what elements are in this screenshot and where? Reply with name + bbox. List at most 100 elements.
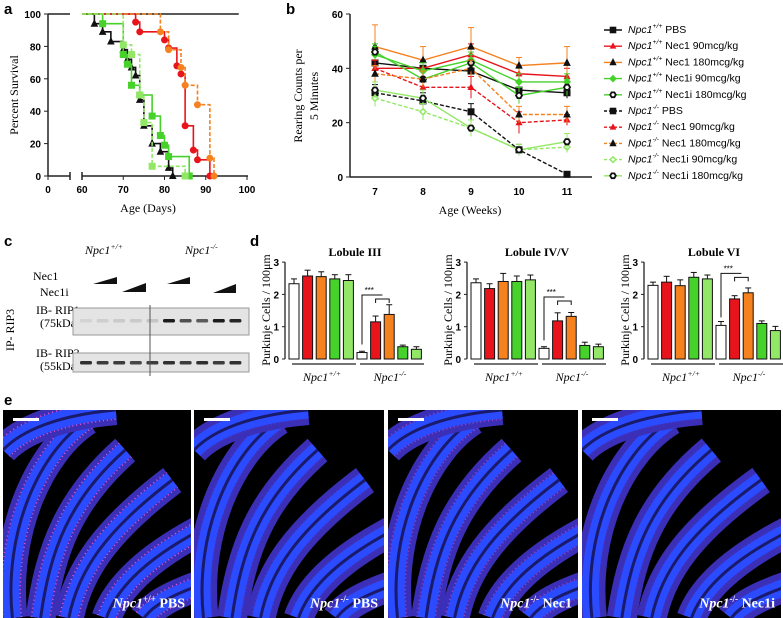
data-point: [168, 171, 177, 179]
rip3-band: [146, 361, 159, 365]
legend-label-gene: Npc1: [628, 56, 653, 68]
significance-stars: ***: [724, 264, 733, 273]
data-point: [562, 83, 572, 91]
rip3-label: IB- RIP3: [36, 346, 80, 360]
data-point: [164, 163, 173, 171]
group-label-genotype: -/-: [581, 369, 589, 378]
data-point: [136, 28, 144, 36]
y-tick-label: 60: [30, 75, 42, 86]
group-label-gene: Npc1: [661, 370, 687, 384]
legend-label: Npc1+/+ Nec1i 180mcg/kg: [628, 88, 747, 101]
genotype-sup: +/+: [143, 594, 156, 605]
rip3-band: [96, 361, 109, 365]
micrograph-panel: Npc1-/- Nec1: [388, 410, 578, 618]
legend-label: Npc1+/+ PBS: [628, 23, 686, 36]
genotype-wt-label-genotype: +/+: [110, 242, 123, 251]
scale-bar: [13, 418, 39, 421]
x-tick-label: 10: [513, 187, 525, 198]
rip1-band: [229, 319, 242, 323]
group-label: Npc1+/+: [661, 369, 700, 384]
data-point: [156, 147, 165, 155]
rip3-kda: (55kDa): [40, 359, 80, 373]
y-tick-label: 0: [273, 355, 279, 366]
white-matter: [142, 586, 191, 618]
y-tick-label: 3: [632, 258, 638, 269]
y-tick-label: 20: [332, 119, 344, 130]
rip1-label: IB- RIP1: [36, 303, 80, 317]
legend-label: Npc1+/+ Nec1i 90mcg/kg: [628, 72, 741, 85]
data-point: [131, 70, 140, 79]
y-tick-label: 2: [632, 290, 638, 301]
data-point: [148, 162, 156, 170]
chart-title: Lobule IV/V: [505, 245, 570, 259]
white-matter: [394, 418, 475, 618]
bar: [410, 348, 422, 360]
scale-bar: [398, 418, 424, 421]
scale-bar: [204, 418, 230, 421]
survival-chart: 0 60 70 80 90 100 0 20 40 60 80 100 Age (Days) Percen…: [7, 10, 256, 215]
data-point: [107, 36, 115, 45]
rip1-band: [113, 319, 126, 323]
bar: [370, 321, 382, 360]
legend-label-genotype: -/-: [653, 104, 660, 111]
rip3-blot: [72, 352, 250, 373]
data-point: [128, 81, 135, 89]
y-tick-label: 80: [30, 42, 42, 53]
cerebellum-image: [3, 410, 191, 618]
legend-label-genotype: -/-: [653, 169, 660, 176]
x-tick-label: 9: [468, 187, 474, 198]
data-point: [514, 77, 524, 86]
y-axis-title: 5 Minutes: [307, 72, 321, 121]
bar: [715, 324, 727, 360]
data-point: [563, 170, 571, 178]
bar: [592, 346, 604, 360]
rip1-band: [80, 319, 92, 323]
data-point: [90, 19, 99, 27]
significance-bracket: [720, 272, 742, 318]
rip1-band: [146, 319, 159, 323]
panel-label-c: c: [4, 233, 12, 250]
significance-bracket: [361, 294, 383, 345]
data-point: [119, 41, 127, 49]
legend-marker: [609, 42, 617, 49]
bar: [674, 285, 686, 360]
data-point: [563, 58, 571, 66]
data-point: [161, 141, 168, 149]
white-matter: [230, 448, 319, 618]
y-tick-label: 3: [455, 258, 461, 269]
panel-label-d: d: [250, 233, 259, 250]
legend-label: Npc1-/- PBS: [628, 104, 683, 117]
legend-label: Npc1-/- Nec1i 90mcg/kg: [628, 153, 737, 166]
y-tick-label: 40: [30, 107, 42, 118]
x-tick-label: 100: [239, 185, 256, 196]
legend-marker: [609, 123, 617, 130]
gene-name: Npc1: [699, 597, 730, 612]
data-point: [467, 108, 475, 116]
data-point: [370, 48, 380, 56]
legend-marker: [609, 107, 617, 115]
white-matter: [620, 448, 713, 618]
legend-label-treatment: Nec1 90mcg/kg: [662, 40, 738, 52]
legend-marker: [609, 172, 617, 180]
data-point: [161, 36, 168, 44]
legend-item: Npc1-/- Nec1i 180mcg/kg: [604, 169, 743, 182]
bar: [756, 322, 768, 360]
data-point: [99, 20, 107, 28]
x-tick-label: 80: [159, 185, 171, 196]
data-point: [181, 172, 189, 180]
white-matter: [582, 410, 702, 452]
series-line: [374, 97, 568, 151]
bar: [356, 352, 368, 360]
data-point: [98, 27, 107, 35]
rip3-band: [163, 361, 175, 365]
y-tick-label: 0: [35, 172, 41, 183]
data-point: [418, 94, 428, 102]
legend-label: Npc1-/- Nec1 90mcg/kg: [628, 120, 735, 133]
legend-item: Npc1+/+ Nec1i 180mcg/kg: [604, 88, 747, 101]
data-point: [119, 51, 127, 58]
legend-item: Npc1+/+ Nec1i 90mcg/kg: [604, 72, 741, 85]
data-point: [194, 101, 201, 109]
series-line: [82, 13, 186, 176]
data-point: [177, 70, 185, 78]
